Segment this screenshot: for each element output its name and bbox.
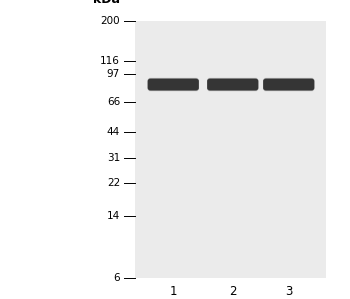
Text: kDa: kDa <box>93 0 120 6</box>
Text: 66: 66 <box>107 97 120 107</box>
Text: 22: 22 <box>107 178 120 188</box>
Text: 2: 2 <box>229 285 237 298</box>
FancyBboxPatch shape <box>263 79 314 90</box>
FancyBboxPatch shape <box>148 78 199 91</box>
FancyBboxPatch shape <box>207 78 258 91</box>
Text: 200: 200 <box>100 16 120 26</box>
FancyBboxPatch shape <box>148 78 199 91</box>
Bar <box>135 21 326 278</box>
FancyBboxPatch shape <box>148 79 199 90</box>
Text: 6: 6 <box>113 273 120 283</box>
FancyBboxPatch shape <box>263 78 314 91</box>
Text: 14: 14 <box>107 211 120 221</box>
Text: 3: 3 <box>285 285 293 298</box>
Text: 116: 116 <box>100 56 120 66</box>
Text: 31: 31 <box>107 153 120 163</box>
Text: 44: 44 <box>107 127 120 137</box>
FancyBboxPatch shape <box>207 79 258 90</box>
FancyBboxPatch shape <box>207 78 258 91</box>
Text: 1: 1 <box>169 285 177 298</box>
Text: 97: 97 <box>107 69 120 79</box>
FancyBboxPatch shape <box>263 78 314 91</box>
